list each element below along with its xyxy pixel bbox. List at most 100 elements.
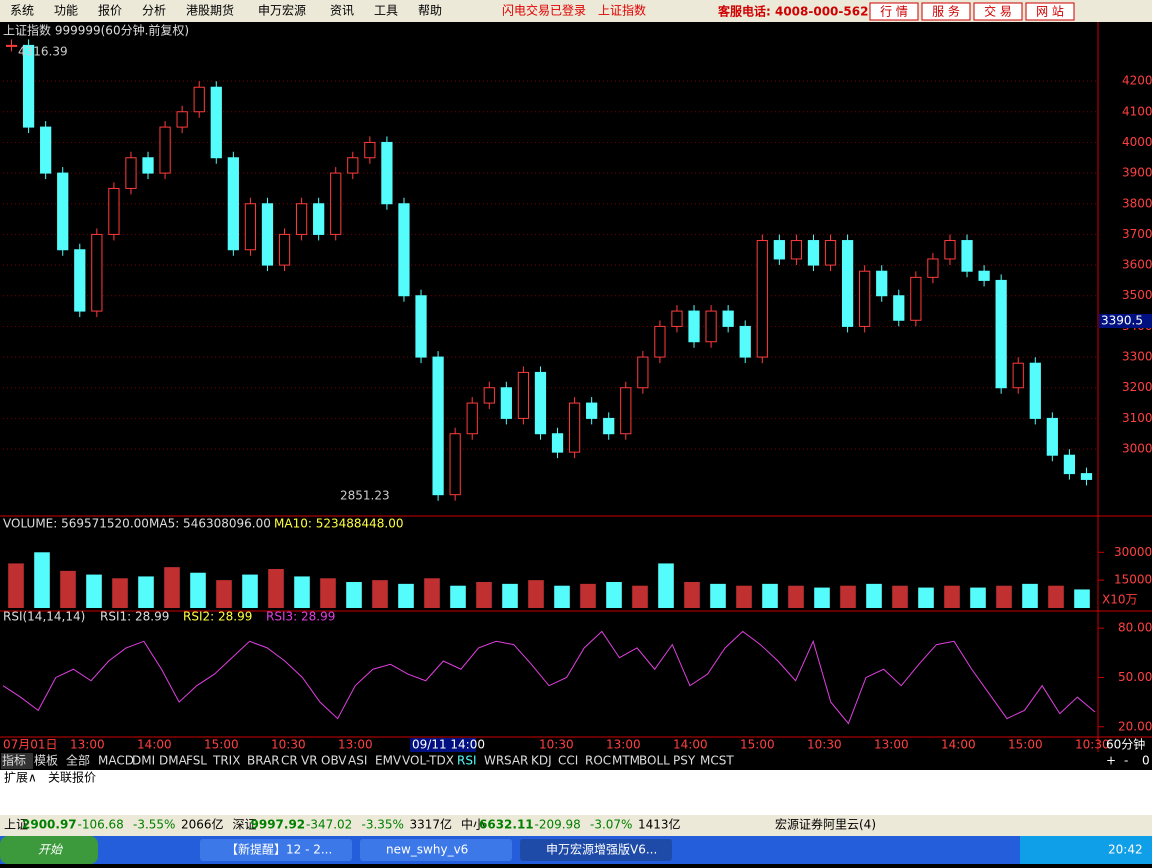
tab[interactable]: BOLL [639, 754, 670, 768]
top-button[interactable] [1025, 2, 1075, 21]
volume-bar [1048, 585, 1064, 608]
time-label: 14:00 [941, 738, 976, 752]
volume-bar [554, 585, 570, 608]
candle-body [5, 44, 18, 47]
top-button[interactable] [921, 2, 971, 21]
sub-tab[interactable]: 扩展∧ [4, 771, 37, 785]
menu-item[interactable]: 帮助 [418, 4, 442, 18]
time-label: 10:30 [807, 738, 842, 752]
task-button[interactable] [200, 839, 352, 861]
top-button[interactable] [869, 2, 919, 21]
tab[interactable]: TRIX [212, 754, 240, 768]
chart-title: 上证指数 999999(60分钟.前复权) [3, 23, 189, 38]
volume-bar [242, 574, 258, 608]
volume-bar [1074, 589, 1090, 608]
tab[interactable]: ROC [585, 754, 611, 768]
candle-body [432, 356, 444, 496]
zoom-button[interactable]: + [1106, 754, 1116, 768]
tab[interactable]: FSL [186, 754, 207, 768]
menu-item[interactable]: 资讯 [330, 4, 354, 18]
tab[interactable]: VOL-TDX [402, 754, 454, 768]
y-tick-label: 3600 [1122, 258, 1152, 272]
candle-body [347, 157, 359, 174]
tab[interactable]: OBV [321, 754, 347, 768]
candle-body [415, 295, 427, 358]
volume-bar [1022, 583, 1038, 608]
menu-item[interactable]: 申万宏源 [258, 3, 306, 18]
tab[interactable]: 模板 [34, 754, 58, 768]
tab[interactable]: MTM [612, 754, 640, 768]
candle-body [398, 203, 410, 297]
tab[interactable]: MCST [700, 754, 734, 768]
candle-body [517, 371, 530, 419]
tab[interactable]: KDJ [531, 754, 552, 768]
annotation: 2851.23 [340, 489, 390, 503]
zoom-button[interactable]: 0 [1142, 754, 1150, 768]
candle-body [227, 157, 239, 251]
menu-item[interactable]: 系统 [10, 4, 34, 18]
broker: 宏源证券阿里云(4) [775, 817, 876, 832]
tab[interactable]: CR [281, 754, 298, 768]
start-button[interactable] [0, 836, 98, 864]
menu-item[interactable]: 报价 [98, 3, 122, 18]
volume-bar [502, 583, 518, 608]
sub-panel [0, 770, 1152, 815]
volume-bar [34, 552, 50, 608]
tab[interactable]: DMA [159, 754, 188, 768]
volume-bar [996, 585, 1012, 608]
sub-tab[interactable]: 关联报价 [48, 770, 96, 785]
candle-body [449, 433, 461, 496]
menu-item[interactable]: 分析 [142, 4, 166, 18]
candle-body [22, 44, 35, 128]
candle-body [125, 157, 137, 189]
task-button[interactable] [360, 839, 512, 861]
time-label: 15:00 [1008, 738, 1043, 752]
volume-bar [840, 585, 856, 608]
candle-body [381, 141, 393, 205]
top-button-label: 行 情 [880, 5, 908, 19]
task-label[interactable]: 申万宏源增强版V6... [546, 842, 657, 857]
volume-bar [970, 587, 986, 608]
tab[interactable]: WR [484, 754, 504, 768]
volume-bar [372, 580, 388, 608]
zoom-button[interactable]: - [1124, 754, 1128, 768]
tab[interactable]: PSY [673, 754, 696, 768]
tab[interactable]: 指标 [2, 753, 26, 768]
tab[interactable]: EMV [375, 754, 402, 768]
tab[interactable]: 全部 [66, 753, 90, 768]
tab[interactable]: BRAR [247, 754, 280, 768]
task-label[interactable]: new_swhy_v6 [386, 843, 468, 857]
candle-body [74, 249, 86, 312]
status-value: -3.55% [133, 818, 175, 832]
tab-bar [0, 752, 1152, 770]
y-tick-label: 4100 [1122, 104, 1152, 118]
volume-bar [216, 580, 232, 608]
top-button[interactable] [973, 2, 1023, 21]
tab[interactable]: RSI [457, 754, 477, 768]
start-label[interactable]: 开始 [38, 843, 63, 857]
task-label[interactable]: 【新提醒】12 - 2... [226, 842, 332, 857]
tab[interactable]: DMI [132, 754, 155, 768]
candle-body [568, 402, 581, 453]
task-button[interactable] [520, 839, 672, 861]
volume-bar [8, 563, 24, 608]
candle-body [961, 240, 973, 272]
time-label: 10:30 [271, 738, 306, 752]
menu-item[interactable]: 功能 [54, 4, 78, 18]
volume-bar [294, 576, 310, 608]
time-label: 13:00 [874, 738, 909, 752]
tab[interactable]: CCI [558, 754, 578, 768]
candle-body [978, 270, 990, 281]
time-label: 10:30 [539, 738, 574, 752]
menu-item[interactable]: 港股期货 [186, 3, 234, 18]
candle-body [859, 270, 871, 327]
tab[interactable]: MACD [98, 754, 134, 768]
tab[interactable]: VR [301, 754, 318, 768]
tab[interactable]: ASI [348, 754, 367, 768]
menu-item[interactable]: 工具 [374, 4, 398, 18]
candle-body [944, 240, 956, 260]
volume-bar [450, 585, 466, 608]
status-value: -3.35% [362, 818, 404, 832]
tab[interactable]: SAR [504, 754, 528, 768]
